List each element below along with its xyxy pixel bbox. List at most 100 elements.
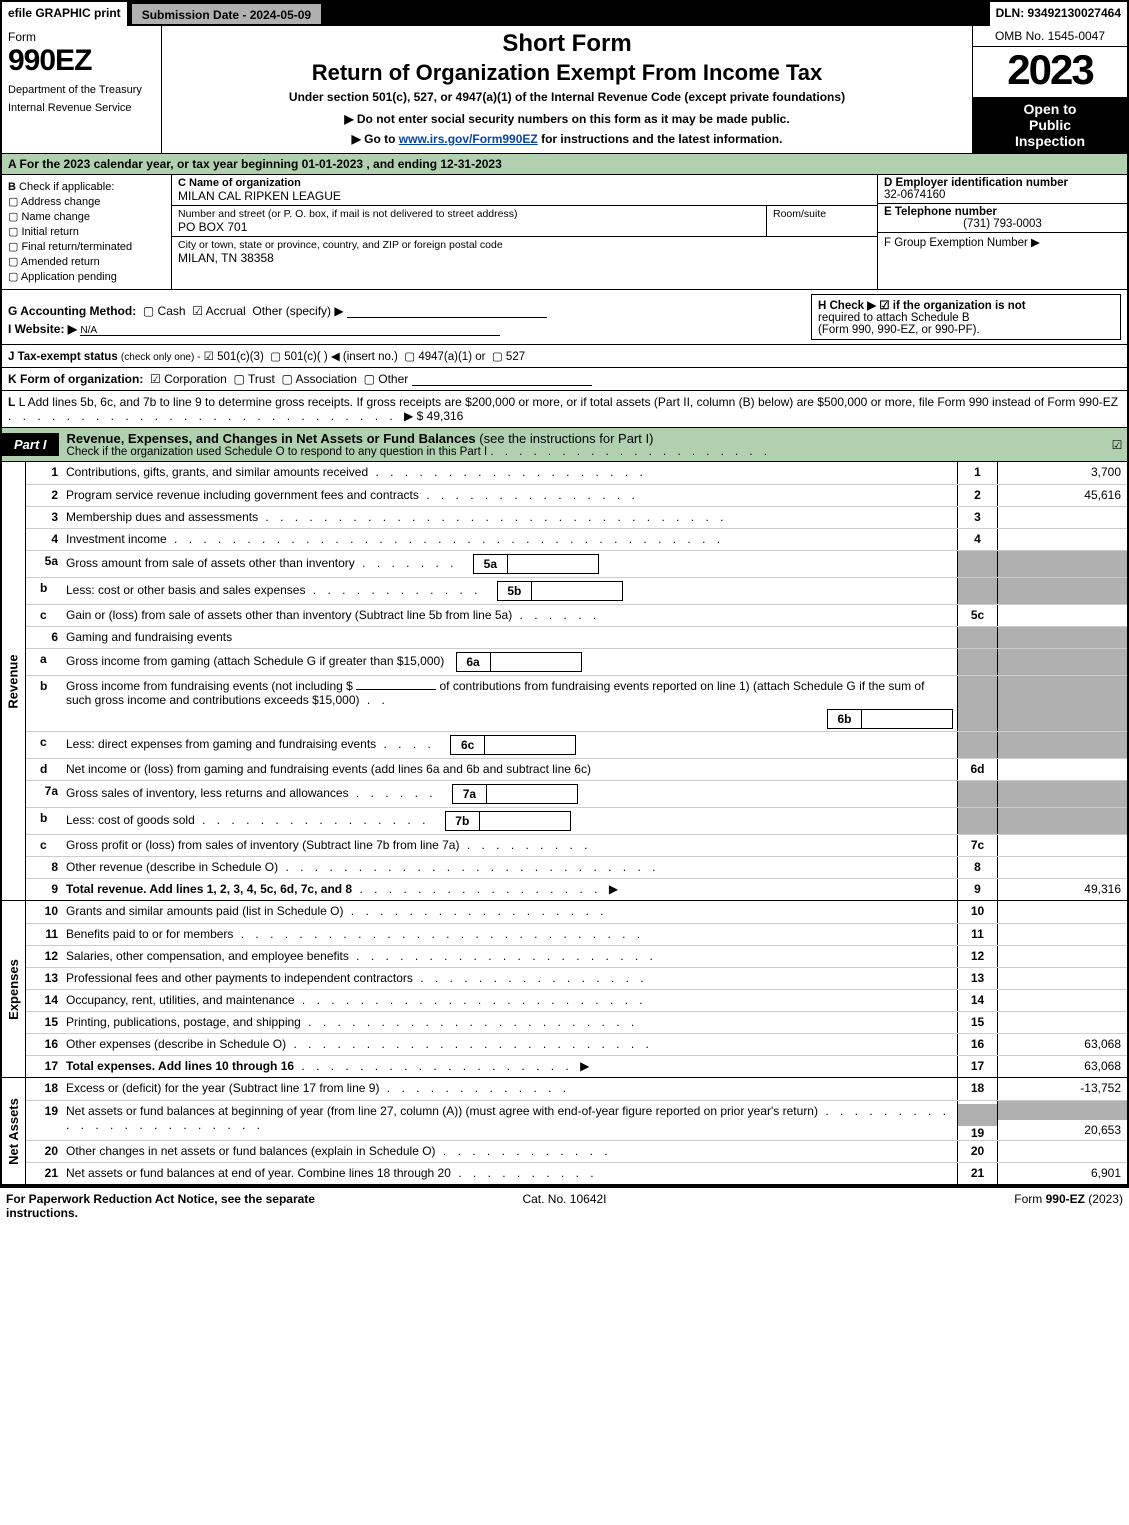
line-13-boxnum: 13 bbox=[957, 968, 997, 989]
line-6d-boxnum: 6d bbox=[957, 759, 997, 780]
line-16-boxnum: 16 bbox=[957, 1034, 997, 1055]
line-15-value bbox=[997, 1012, 1127, 1033]
checkbox-address-change[interactable]: Address change bbox=[8, 195, 165, 208]
line-7a-num: 7a bbox=[26, 781, 62, 807]
line-2-desc: Program service revenue including govern… bbox=[62, 485, 957, 506]
line-6a-ibn: 6a bbox=[457, 653, 491, 671]
other-org-input[interactable] bbox=[412, 372, 592, 386]
checkbox-527[interactable]: 527 bbox=[492, 351, 525, 363]
line-7a-ibn: 7a bbox=[453, 785, 487, 803]
line-5a: 5a Gross amount from sale of assets othe… bbox=[26, 550, 1127, 577]
expenses-sidelabel: Expenses bbox=[2, 901, 26, 1077]
checkbox-accrual[interactable]: Accrual bbox=[192, 304, 245, 318]
section-k-form-of-org: K Form of organization: Corporation Trus… bbox=[2, 368, 1127, 391]
checkbox-name-change[interactable]: Name change bbox=[8, 210, 165, 223]
irs-link[interactable]: www.irs.gov/Form990EZ bbox=[399, 132, 538, 146]
line-6c-ibv[interactable] bbox=[485, 736, 575, 754]
checkbox-application-pending[interactable]: Application pending bbox=[8, 270, 165, 283]
efile-print-label[interactable]: efile GRAPHIC print bbox=[2, 2, 129, 26]
revenue-lines: 1 Contributions, gifts, grants, and simi… bbox=[26, 462, 1127, 900]
line-6c-ibn: 6c bbox=[451, 736, 485, 754]
checkbox-other-org[interactable]: Other bbox=[364, 372, 409, 386]
line-18: 18 Excess or (deficit) for the year (Sub… bbox=[26, 1078, 1127, 1100]
line-1: 1 Contributions, gifts, grants, and simi… bbox=[26, 462, 1127, 484]
line-18-boxnum: 18 bbox=[957, 1078, 997, 1100]
line-6a-desc: Gross income from gaming (attach Schedul… bbox=[62, 649, 957, 675]
line-7c-boxnum: 7c bbox=[957, 835, 997, 856]
checkbox-corporation[interactable]: Corporation bbox=[150, 372, 227, 386]
line-8: 8 Other revenue (describe in Schedule O)… bbox=[26, 856, 1127, 878]
phone-value: (731) 793-0003 bbox=[884, 218, 1121, 230]
form-number: 990EZ bbox=[8, 44, 155, 78]
ein-value: 32-0674160 bbox=[884, 189, 1121, 201]
line-20: 20 Other changes in net assets or fund b… bbox=[26, 1140, 1127, 1162]
header-left: Form 990EZ Department of the Treasury In… bbox=[2, 26, 162, 153]
line-5a-inner: 5a bbox=[473, 554, 599, 574]
line-6c-value bbox=[997, 732, 1127, 758]
line-16-value: 63,068 bbox=[997, 1034, 1127, 1055]
line-12-desc: Salaries, other compensation, and employ… bbox=[62, 946, 957, 967]
form-label: Form bbox=[8, 30, 155, 44]
line-21-num: 21 bbox=[26, 1163, 62, 1184]
phone-block: E Telephone number (731) 793-0003 bbox=[878, 204, 1127, 233]
line-3-boxnum: 3 bbox=[957, 507, 997, 528]
line-5c-num: c bbox=[26, 605, 62, 626]
header-center: Short Form Return of Organization Exempt… bbox=[162, 26, 972, 153]
line-5b-ibn: 5b bbox=[498, 582, 532, 600]
line-5a-ibv[interactable] bbox=[508, 555, 598, 573]
line-7a: 7a Gross sales of inventory, less return… bbox=[26, 780, 1127, 807]
line-15: 15 Printing, publications, postage, and … bbox=[26, 1011, 1127, 1033]
line-21-boxnum: 21 bbox=[957, 1163, 997, 1184]
line-8-boxnum: 8 bbox=[957, 857, 997, 878]
section-b-to-f: B Check if applicable: Address change Na… bbox=[2, 175, 1127, 290]
form-header: Form 990EZ Department of the Treasury In… bbox=[2, 26, 1127, 154]
part-1-header: Part I Revenue, Expenses, and Changes in… bbox=[2, 428, 1127, 462]
line-6a-num: a bbox=[26, 649, 62, 675]
group-exemption-block: F Group Exemption Number ▶ bbox=[878, 233, 1127, 251]
line-7b-ibv[interactable] bbox=[480, 812, 570, 830]
checkbox-4947a1[interactable]: 4947(a)(1) or bbox=[404, 351, 485, 363]
line-2-num: 2 bbox=[26, 485, 62, 506]
checkbox-501c3[interactable]: 501(c)(3) bbox=[204, 351, 264, 363]
checkbox-501c[interactable]: 501(c)( ) ◀ (insert no.) bbox=[270, 351, 398, 363]
other-specify-input[interactable] bbox=[347, 304, 547, 318]
line-5c-boxnum: 5c bbox=[957, 605, 997, 626]
line-7b-ibn: 7b bbox=[446, 812, 480, 830]
line-7a-ibv[interactable] bbox=[487, 785, 577, 803]
checkbox-amended-return[interactable]: Amended return bbox=[8, 255, 165, 268]
line-18-value: -13,752 bbox=[997, 1078, 1127, 1100]
street-block: Number and street (or P. O. box, if mail… bbox=[172, 206, 767, 236]
section-j-tax-exempt: J Tax-exempt status (check only one) - 5… bbox=[2, 345, 1127, 368]
city-header: City or town, state or province, country… bbox=[178, 239, 871, 251]
line-13-num: 13 bbox=[26, 968, 62, 989]
line-6a-inner: 6a bbox=[456, 652, 582, 672]
top-bar: efile GRAPHIC print Submission Date - 20… bbox=[2, 2, 1127, 26]
line-5b-ibv[interactable] bbox=[532, 582, 622, 600]
line-14-num: 14 bbox=[26, 990, 62, 1011]
line-11-boxnum: 11 bbox=[957, 924, 997, 945]
line-19-boxnum: 19 bbox=[958, 1126, 997, 1140]
org-name-value: MILAN CAL RIPKEN LEAGUE bbox=[178, 189, 871, 203]
checkbox-initial-return[interactable]: Initial return bbox=[8, 225, 165, 238]
line-19-shade bbox=[958, 1104, 997, 1126]
line-6d-desc: Net income or (loss) from gaming and fun… bbox=[62, 759, 957, 780]
line-6a-ibv[interactable] bbox=[491, 653, 581, 671]
checkbox-trust[interactable]: Trust bbox=[233, 372, 274, 386]
j-sub: (check only one) - bbox=[121, 352, 200, 363]
line-6b-value bbox=[997, 676, 1127, 731]
checkbox-cash[interactable]: Cash bbox=[143, 304, 186, 318]
line-18-desc: Excess or (deficit) for the year (Subtra… bbox=[62, 1078, 957, 1100]
net-assets-sidelabel: Net Assets bbox=[2, 1078, 26, 1184]
line-17-desc: Total expenses. Add lines 10 through 16 … bbox=[62, 1056, 957, 1077]
part-1-schedule-o-checkbox[interactable] bbox=[1107, 438, 1127, 452]
line-6: 6 Gaming and fundraising events bbox=[26, 626, 1127, 648]
part-1-subtitle: Check if the organization used Schedule … bbox=[67, 446, 1099, 458]
line-6-num: 6 bbox=[26, 627, 62, 648]
checkbox-final-return[interactable]: Final return/terminated bbox=[8, 240, 165, 253]
line-6b-ibv[interactable] bbox=[862, 710, 952, 728]
website-input[interactable]: N/A bbox=[80, 322, 500, 336]
line-21: 21 Net assets or fund balances at end of… bbox=[26, 1162, 1127, 1184]
checkbox-association[interactable]: Association bbox=[282, 372, 357, 386]
line-8-num: 8 bbox=[26, 857, 62, 878]
line-6b-contrib-input[interactable] bbox=[356, 689, 436, 690]
